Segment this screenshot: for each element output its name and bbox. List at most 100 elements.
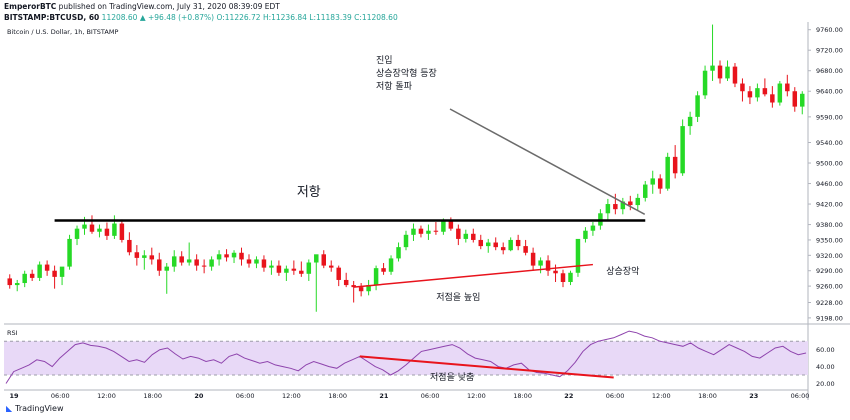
candle-down [792,91,798,107]
candle-up [680,126,685,174]
price-tick-label: 9290.00 [816,267,843,275]
time-tick-label: 12:00 [282,392,301,400]
candle-up [254,259,259,264]
higher-lows-line [353,263,593,288]
candle-up [590,225,596,231]
entry-arrow-line [449,108,646,215]
candle-down [493,242,498,248]
candle-up [463,233,469,239]
candle-down [740,83,745,92]
candle-up [388,258,394,272]
candle-down [381,268,386,272]
candle-down [717,65,723,79]
candle-down [418,228,424,234]
price-pane [4,22,808,322]
price-tick-label: 9320.00 [816,252,843,260]
time-tick-label: 21 [379,392,389,400]
candle-up [112,223,117,236]
candle-up [687,116,693,127]
time-tick-label: 12:00 [652,392,671,400]
candle-up [702,70,708,96]
time-tick-label: 20 [194,392,204,400]
candle-up [373,268,379,286]
price-tick-label: 9460.00 [816,180,843,188]
candle-down [291,268,297,271]
candle-down [89,224,95,232]
candle-up [14,283,20,286]
time-tick-label: 12:00 [97,392,116,400]
price-tick-label: 9540.00 [816,139,843,147]
time-tick-label: 06:00 [236,392,255,400]
candle-up [583,230,588,239]
price-tick-label: 9680.00 [816,67,843,75]
candle-down [134,252,140,258]
resistance-label: 저항 [297,185,321,200]
candle-down [44,264,50,271]
candle-up [97,228,102,232]
candle-down [613,204,618,210]
candle-down [732,66,738,84]
time-tick-label: 18:00 [328,392,347,400]
candle-up [665,156,670,189]
candle-up [284,268,289,273]
time-tick-label: 06:00 [606,392,625,400]
time-tick-label: 06:00 [791,392,810,400]
price-tick-label: 9760.00 [816,26,843,34]
symbol-name: BITSTAMP:BTCUSD, 60 [4,13,100,22]
candle-up [635,197,641,206]
candle-down [747,91,753,98]
publisher-name: EmperorBTC [4,2,57,11]
candle-up [575,238,581,273]
candle-up [777,83,783,103]
candle-up [269,265,274,268]
time-tick-label: 18:00 [698,392,717,400]
candle-up [82,224,87,229]
candle-down [628,201,633,206]
entry-note-line: 상승장악형 등장 [376,67,437,79]
time-tick-label: 23 [749,392,758,400]
price-tick-label: 9640.00 [816,88,843,96]
time-tick-label: 19 [9,392,19,400]
candle-down [239,252,244,260]
candle-down [179,256,184,263]
candle-up [231,252,237,258]
time-tick-label: 06:00 [51,392,70,400]
price-tick-label: 9350.00 [816,236,843,244]
entry-note-line: 진입 [376,54,393,66]
candle-up [486,242,491,247]
candle-up [366,285,371,292]
price-tick-label: 9720.00 [816,47,843,55]
rsi-tick-label: 60.00 [816,346,835,354]
candle-up [74,228,80,239]
time-tick-label: 12:00 [467,392,486,400]
rsi-band [4,341,808,376]
publish-info: published on TradingView.com, July 31, 2… [56,2,280,11]
candle-down [351,285,356,288]
candle-up [650,178,655,185]
candle-down [545,260,551,271]
candle-up [538,260,543,266]
candle-up [209,259,214,267]
publisher-line: EmperorBTC published on TradingView.com,… [4,1,398,12]
price-tick-label: 9380.00 [816,221,843,229]
candle-down [336,267,341,280]
candle-down [478,239,484,247]
candle-down [762,88,768,95]
candle-down [29,273,35,278]
candle-down [149,255,155,260]
rsi-title: RSI [7,329,18,337]
candle-down [657,178,663,189]
candle-up [216,254,222,260]
candle-up [605,204,611,214]
candle-up [164,266,169,271]
candle-down [194,259,199,266]
candle-down [433,230,439,232]
candle-down [515,239,521,247]
logo-text: TradingView [15,404,64,413]
candle-down [530,252,536,266]
candle-down [52,270,57,277]
candle-up [396,247,401,259]
candle-down [448,221,454,229]
candle-down [299,270,304,274]
